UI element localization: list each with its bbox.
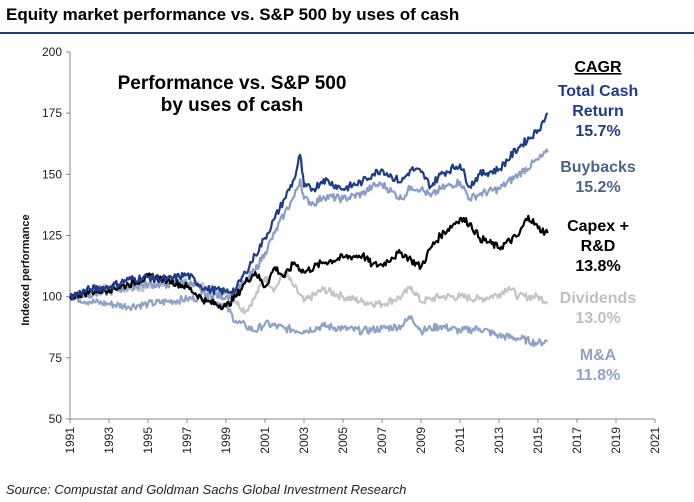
- legend-entry-text: 13.8%: [575, 258, 620, 275]
- series-line-capex-r-d: [69, 214, 549, 311]
- legend-header: CAGR: [574, 59, 622, 76]
- x-tick-label: 2019: [609, 427, 623, 454]
- legend-entry-text: M&A: [580, 347, 617, 364]
- x-tick-label: 1999: [219, 427, 233, 454]
- y-tick-label: 75: [49, 351, 63, 365]
- x-tick-label: 2003: [297, 427, 311, 454]
- legend-entry-text: Total Cash: [558, 83, 639, 100]
- series-line-buybacks: [69, 148, 549, 301]
- series-line-m-a: [68, 292, 548, 348]
- x-tick-label: 2005: [336, 427, 350, 454]
- x-tick-label: 1993: [102, 427, 116, 454]
- x-tick-label: 2009: [414, 427, 428, 454]
- x-tick-label: 2017: [570, 427, 584, 454]
- legend-entry-text: 11.8%: [576, 367, 620, 384]
- y-axis-label: Indexed performance: [20, 214, 32, 325]
- x-tick-label: 1991: [63, 427, 77, 454]
- series-line-total-cash-return: [68, 112, 549, 301]
- x-tick-label: 2015: [531, 427, 545, 454]
- legend-entry-text: R&D: [581, 238, 616, 255]
- source-note: Source: Compustat and Goldman Sachs Glob…: [6, 482, 407, 497]
- legend-entry-text: Buybacks: [560, 159, 636, 176]
- x-tick-label: 2013: [492, 427, 506, 454]
- legend-entry-text: 13.0%: [575, 310, 620, 327]
- series-line-dividends: [69, 271, 549, 315]
- legend-entry-text: Return: [572, 103, 624, 120]
- y-tick-label: 100: [42, 290, 62, 304]
- y-tick-label: 50: [49, 412, 63, 426]
- chart-title: Equity market performance vs. S&P 500 by…: [6, 5, 460, 24]
- legend-entry-text: Capex +: [567, 218, 629, 235]
- x-tick-label: 2007: [375, 427, 389, 454]
- legend-entry-text: 15.7%: [575, 123, 620, 140]
- y-tick-label: 125: [42, 229, 62, 243]
- y-tick-label: 175: [42, 106, 62, 120]
- title-underline: [0, 32, 694, 34]
- y-tick-label: 150: [42, 167, 62, 181]
- legend-entry-text: 15.2%: [575, 179, 620, 196]
- x-tick-label: 2001: [258, 427, 272, 454]
- x-tick-label: 1997: [180, 427, 194, 454]
- legend-entry-text: Dividends: [560, 290, 637, 307]
- inset-title-line2: by uses of cash: [161, 95, 304, 116]
- inset-title-line1: Performance vs. S&P 500: [118, 73, 347, 94]
- y-tick-label: 200: [42, 45, 62, 59]
- x-tick-label: 1995: [141, 427, 155, 454]
- x-tick-label: 2021: [648, 427, 662, 454]
- x-tick-label: 2011: [453, 427, 467, 453]
